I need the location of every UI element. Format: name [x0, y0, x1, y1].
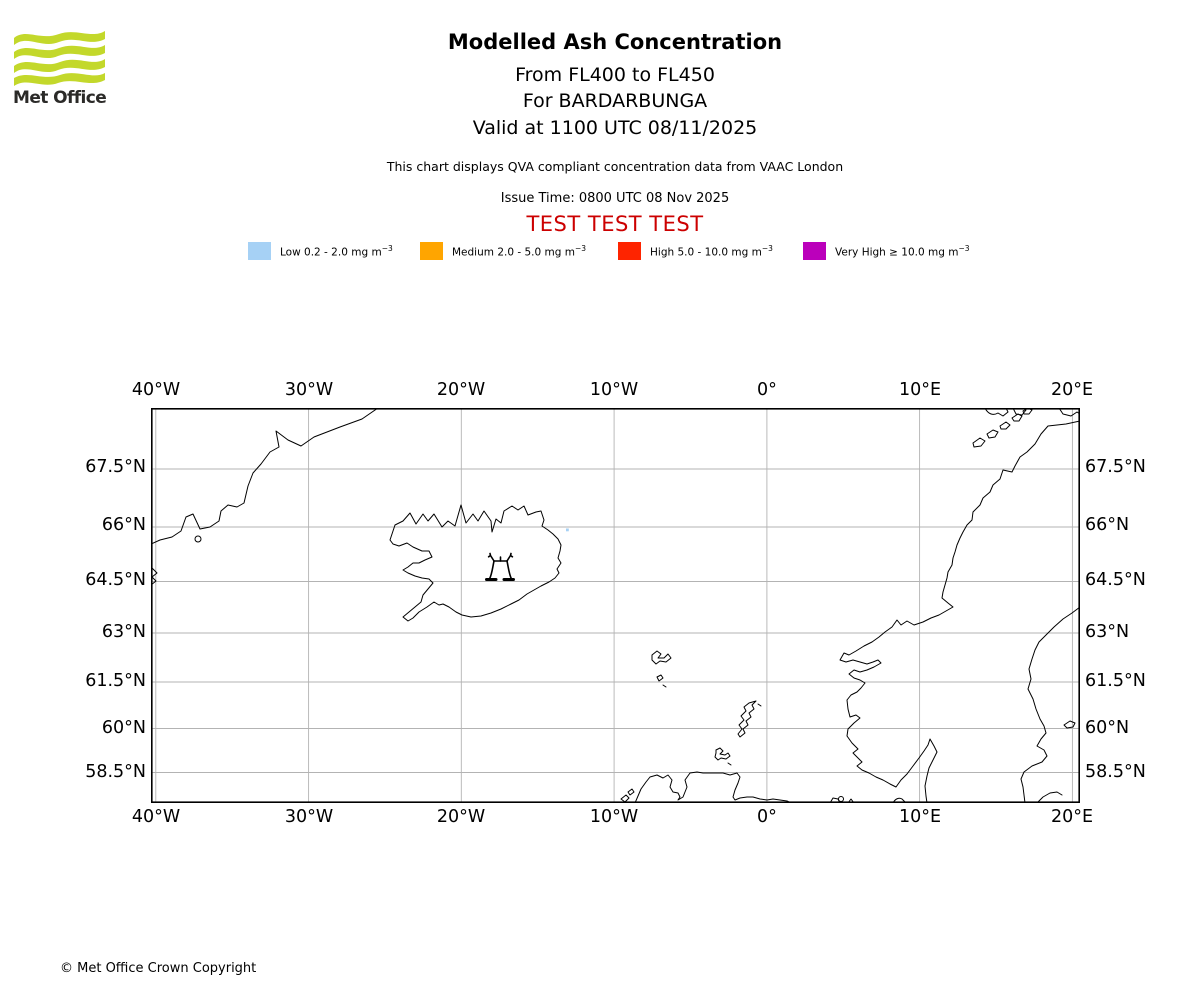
y-tick-right-63n: 63°N [1085, 622, 1130, 642]
x-tick-top-20w: 20°W [436, 380, 486, 400]
y-tick-right-66n: 66°N [1085, 515, 1130, 535]
y-tick-right-67-5n: 67.5°N [1085, 457, 1146, 477]
grid-lines [151, 408, 1080, 803]
met-office-logo-waves [14, 31, 105, 86]
y-tick-left-66n: 66°N [101, 515, 146, 535]
ash-area-low [566, 528, 569, 532]
y-tick-right-58-5n: 58.5°N [1085, 762, 1146, 782]
y-tick-right-60n: 60°N [1085, 718, 1130, 738]
shetland-islands [737, 700, 762, 738]
test-banner: TEST TEST TEST [526, 212, 704, 236]
legend-item-high: High 5.0 - 10.0 mg m−3 [618, 242, 773, 260]
legend-swatch-low [248, 242, 271, 260]
x-tick-bottom-20e: 20°E [1050, 807, 1094, 827]
copyright-notice: © Met Office Crown Copyright [60, 961, 257, 976]
volcano-subtitle: For BARDARBUNGA [522, 90, 708, 112]
x-tick-top-10e: 10°E [898, 380, 942, 400]
greenland-island [194, 535, 202, 543]
issue-time: Issue Time: 0800 UTC 08 Nov 2025 [500, 191, 730, 206]
hebrides-islands [614, 788, 635, 803]
met-office-logo-text: Met Office [13, 88, 107, 108]
compliance-note: This chart displays QVA compliant concen… [386, 159, 844, 174]
baltic-island [1063, 720, 1076, 729]
y-tick-left-61-5n: 61.5°N [85, 671, 146, 691]
x-tick-top-10w: 10°W [589, 380, 639, 400]
scotland-coastline [634, 771, 792, 803]
iceland-coastline [389, 504, 562, 622]
legend-item-very-high: Very High ≥ 10.0 mg m−3 [803, 242, 970, 260]
x-tick-bottom-30w: 30°W [284, 807, 334, 827]
legend-label-very-high: Very High ≥ 10.0 mg m−3 [835, 243, 970, 259]
legend-label-medium: Medium 2.0 - 5.0 mg m−3 [452, 243, 587, 259]
x-tick-top-20e: 20°E [1050, 380, 1094, 400]
x-tick-bottom-20w: 20°W [436, 807, 486, 827]
orkney-islands [714, 747, 732, 766]
x-tick-bottom-0: 0° [757, 807, 777, 827]
flight-levels-subtitle: From FL400 to FL450 [515, 64, 715, 86]
y-tick-left-60n: 60°N [101, 718, 146, 738]
legend-swatch-medium [420, 242, 443, 260]
legend-item-low: Low 0.2 - 2.0 mg m−3 [248, 242, 393, 260]
sweden-coast-corner [1036, 791, 1063, 803]
x-tick-bottom-40w: 40°W [131, 807, 181, 827]
y-tick-left-58-5n: 58.5°N [85, 762, 146, 782]
x-tick-top-0: 0° [757, 380, 777, 400]
y-tick-right-64-5n: 64.5°N [1085, 570, 1146, 590]
page-title: Modelled Ash Concentration [447, 30, 783, 54]
valid-time-subtitle: Valid at 1100 UTC 08/11/2025 [472, 117, 758, 139]
map-border [151, 408, 1080, 803]
sweden-coastline [1020, 606, 1080, 803]
legend-label-low: Low 0.2 - 2.0 mg m−3 [280, 243, 393, 259]
faroe-islands [651, 650, 672, 688]
lofoten-islands [972, 408, 1080, 448]
x-tick-top-40w: 40°W [131, 380, 181, 400]
legend-swatch-high [618, 242, 641, 260]
legend-label-high: High 5.0 - 10.0 mg m−3 [650, 243, 773, 259]
greenland-coastline [151, 408, 379, 545]
x-tick-bottom-10w: 10°W [589, 807, 639, 827]
volcano-icon [485, 552, 515, 581]
y-tick-left-67-5n: 67.5°N [85, 457, 146, 477]
legend-swatch-very-high [803, 242, 826, 260]
map-canvas [151, 408, 1080, 803]
norway-coastline [839, 420, 1080, 803]
x-tick-bottom-10e: 10°E [898, 807, 942, 827]
bottom-edge-islet [838, 796, 844, 802]
y-tick-left-63n: 63°N [101, 622, 146, 642]
y-tick-left-64-5n: 64.5°N [85, 570, 146, 590]
x-tick-top-30w: 30°W [284, 380, 334, 400]
y-tick-right-61-5n: 61.5°N [1085, 671, 1146, 691]
legend-item-medium: Medium 2.0 - 5.0 mg m−3 [420, 242, 586, 260]
